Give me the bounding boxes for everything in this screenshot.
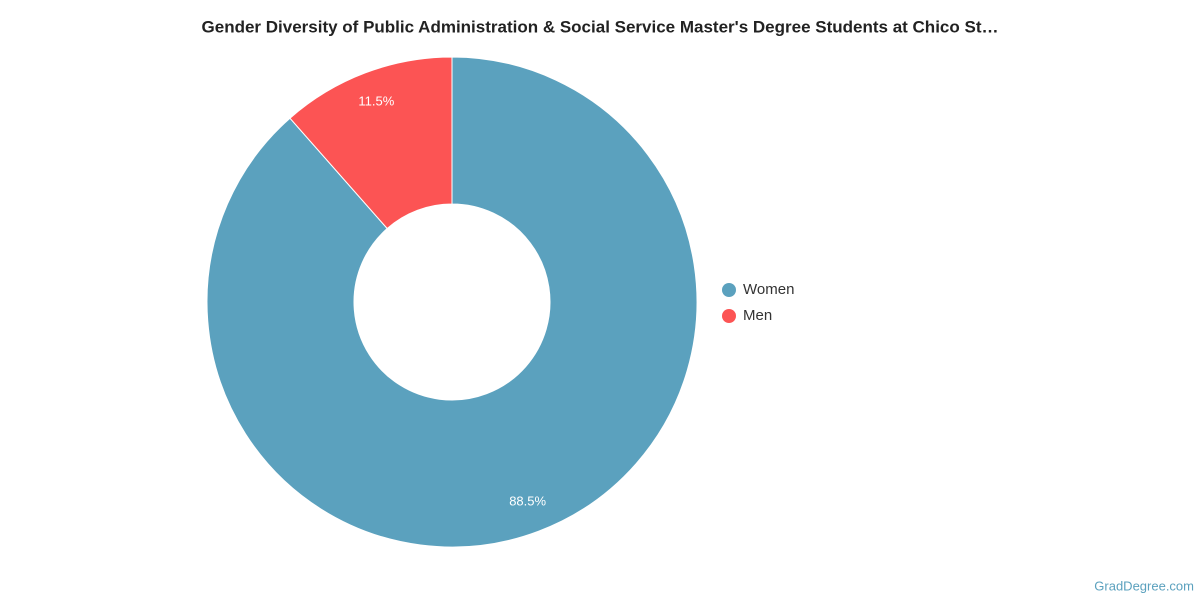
donut-slice xyxy=(206,56,698,548)
legend-swatch xyxy=(722,309,736,323)
slice-label: 11.5% xyxy=(358,93,394,108)
legend-label: Women xyxy=(743,281,794,298)
donut-slice xyxy=(289,56,453,230)
slice-label: 88.5% xyxy=(509,494,546,509)
legend-swatch xyxy=(722,283,736,297)
chart-title: Gender Diversity of Public Administratio… xyxy=(202,17,999,36)
source-credit: GradDegree.com xyxy=(1094,578,1194,593)
legend-label: Men xyxy=(743,307,772,324)
